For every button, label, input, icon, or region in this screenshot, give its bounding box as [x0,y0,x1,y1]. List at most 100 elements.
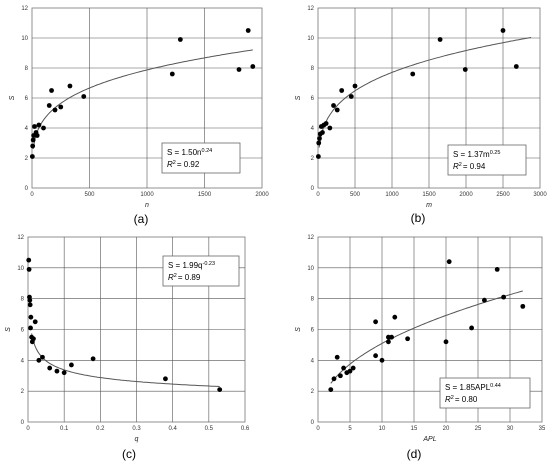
equation-main: S = 1.50n [167,148,201,157]
data-point [339,88,345,93]
r-squared-symbol: R [167,160,173,169]
panel-label: (b) [411,211,426,225]
data-point [90,356,96,362]
equation-main: S = 1.85APL [445,383,491,392]
data-point [469,325,474,331]
y-axis-label: S [295,95,302,100]
x-tick-label: 0.1 [60,426,69,432]
r-squared-value: = 0.92 [177,160,200,169]
x-axis-label: APL [422,436,436,443]
y-tick-label: 0 [311,186,315,192]
data-point [328,387,334,393]
trend-line [330,290,523,384]
r-squared-value: = 0.94 [463,162,486,171]
data-point [46,103,52,108]
x-tick-label: 2000 [459,192,473,198]
data-point [29,154,35,159]
y-tick-label: 6 [311,328,315,334]
data-point [81,94,87,99]
data-point [52,107,58,113]
y-tick-label: 10 [307,266,314,272]
equation-exponent: -0.23 [202,261,215,267]
y-tick-label: 6 [25,96,29,102]
equation-exponent: 0.24 [201,148,212,154]
y-tick-label: 4 [21,358,25,364]
data-point [341,365,346,371]
r-squared-symbol: R [453,162,459,171]
x-tick-label: 0.4 [168,426,177,432]
r-squared-text: R2= 0.89 [168,273,201,282]
y-tick-label: 2 [311,389,315,395]
chart-panel-3: 0 0.1 0.2 0.3 0.4 0.5 0.6 0 2 4 6 8 10 12 q S S = 1.99q-… [5,235,250,461]
y-tick-label: 8 [25,66,29,72]
equation-box [439,377,531,409]
y-tick-label: 2 [21,389,25,395]
data-point [482,297,487,303]
data-point [373,319,378,325]
data-point [379,357,385,363]
r-squared-exponent: 2 [173,160,176,166]
equation-main: S = 1.99q [168,261,202,270]
equation-text: S = 1.50n0.24 [167,148,212,157]
equation-exponent: 0.25 [490,150,501,156]
data-point [58,104,64,110]
r-squared-exponent: 2 [451,395,454,401]
r-squared-exponent: 2 [174,273,177,279]
data-point [501,294,506,300]
y-tick-label: 0 [25,186,29,192]
data-point [49,88,54,93]
x-tick-label: 0.5 [205,426,214,432]
r-squared-exponent: 2 [459,162,462,168]
y-tick-label: 2 [311,156,315,162]
panel-label: (a) [134,212,149,226]
y-axis-label: S [5,327,12,332]
data-point [217,387,223,393]
x-axis-label: q [135,436,139,443]
y-tick-label: 10 [21,36,28,42]
data-point [462,67,468,72]
data-point [446,259,452,265]
equation-main: S = 1.37m [453,150,490,159]
data-point [437,37,443,42]
data-point [443,339,449,345]
x-tick-label: 1000 [140,192,154,198]
data-point [61,370,67,376]
data-point [30,137,36,143]
x-tick-label: 3000 [533,192,547,198]
x-tick-label: 20 [443,426,450,432]
x-tick-label: 35 [539,426,546,432]
panel-label: (d) [407,447,422,461]
data-point [386,339,391,345]
x-tick-label: 0 [30,192,34,198]
y-tick-label: 10 [17,266,24,272]
r-squared-text: R2= 0.94 [453,162,486,171]
y-tick-label: 0 [311,420,315,426]
data-point [323,121,329,126]
data-point [327,125,333,131]
y-tick-label: 12 [21,6,28,12]
data-point [245,28,251,33]
y-tick-label: 6 [311,96,315,102]
data-point [373,353,378,359]
chart-panel-4: 0 5 10 15 20 25 30 35 0 2 4 6 8 10 12 APL S S = 1.85APL0.… [295,235,546,461]
data-point [338,373,343,379]
data-point [331,376,337,382]
data-point [27,302,33,308]
r-squared-value: = 0.80 [455,395,478,404]
data-point [31,336,36,342]
equation-box [162,255,240,287]
y-tick-label: 4 [311,126,315,132]
trend-line [32,49,253,149]
y-tick-label: 8 [311,297,315,303]
x-tick-label: 2500 [496,192,510,198]
data-point [513,64,519,69]
data-point [348,94,354,99]
x-axis-label: m [426,202,432,209]
x-tick-label: 5 [348,426,352,432]
data-point [34,133,40,138]
data-point [334,354,340,360]
x-tick-label: 15 [411,426,418,432]
data-point [316,140,322,146]
x-tick-label: 1000 [385,192,399,198]
